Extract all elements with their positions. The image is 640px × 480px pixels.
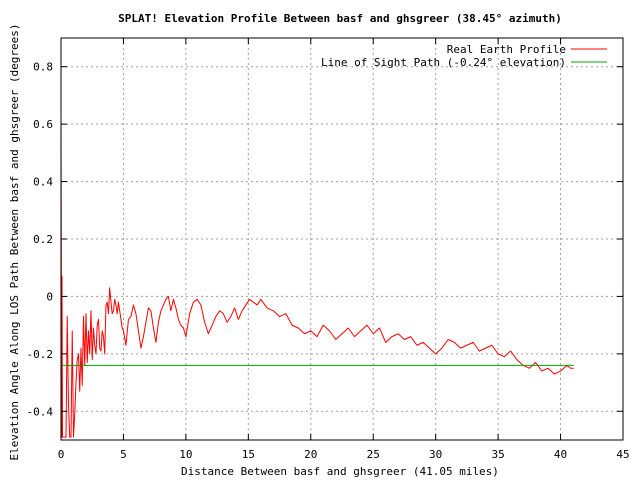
x-tick-label: 5 xyxy=(120,448,127,461)
x-tick-label: 0 xyxy=(58,448,65,461)
plot-series xyxy=(60,112,574,438)
y-tick-label: 0.6 xyxy=(33,118,53,131)
x-tick-label: 25 xyxy=(367,448,380,461)
chart-title: SPLAT! Elevation Profile Between basf an… xyxy=(118,12,562,25)
axis-ticks: 0 5 10 15 20 25 30 35 40 45 -0.4 -0.2 0 0.2 0.4 0.6 0.8 xyxy=(27,38,630,461)
y-tick-label: 0.2 xyxy=(33,233,53,246)
x-tick-label: 35 xyxy=(491,448,504,461)
x-tick-label: 10 xyxy=(179,448,192,461)
y-tick-label: 0.8 xyxy=(33,61,53,74)
x-tick-label: 20 xyxy=(304,448,317,461)
legend-label-line-of-sight: Line of Sight Path (-0.24° elevation) xyxy=(321,56,566,69)
y-tick-label: -0.4 xyxy=(27,405,54,418)
x-tick-label: 40 xyxy=(554,448,567,461)
y-tick-label: -0.2 xyxy=(27,348,54,361)
x-tick-label: 15 xyxy=(242,448,255,461)
y-axis-label: Elevation Angle Along LOS Path Between b… xyxy=(8,23,21,460)
legend: Real Earth Profile Line of Sight Path (-… xyxy=(321,43,607,69)
legend-label-real-earth-profile: Real Earth Profile xyxy=(447,43,566,56)
x-tick-label: 30 xyxy=(429,448,442,461)
series-line-real-earth-profile xyxy=(60,112,574,438)
x-tick-label: 45 xyxy=(616,448,629,461)
x-axis-label: Distance Between basf and ghsgreer (41.0… xyxy=(181,465,499,478)
y-tick-label: 0 xyxy=(46,290,53,303)
grid-lines xyxy=(61,38,623,440)
y-tick-label: 0.4 xyxy=(33,176,53,189)
